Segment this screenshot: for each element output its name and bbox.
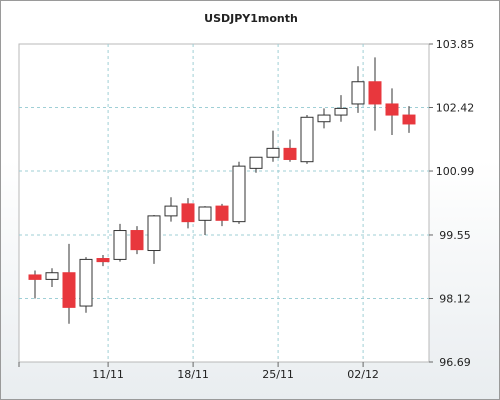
candle — [368, 57, 382, 131]
candle — [351, 66, 365, 113]
candle-body-up — [232, 165, 246, 223]
x-tick-label: 18/11 — [177, 368, 209, 381]
candle — [249, 156, 263, 173]
y-tick-label: 99.55 — [439, 229, 471, 242]
candle-body-up — [164, 205, 178, 217]
x-tick-label: 02/12 — [347, 368, 379, 381]
candle — [402, 106, 416, 133]
candle — [181, 198, 195, 229]
candle-body-down — [402, 114, 416, 125]
x-axis: 11/11 18/11 25/11 02/12 — [18, 362, 379, 381]
candle-body-up — [351, 81, 365, 105]
candle-body-up — [198, 206, 212, 221]
candle-body-down — [181, 203, 195, 223]
candle — [28, 270, 42, 299]
y-axis: 96.69 98.12 99.55 100.99 102.42 103.85 — [429, 38, 474, 369]
y-tick-label: 102.42 — [436, 102, 475, 115]
y-tick-label: 96.69 — [439, 356, 471, 369]
x-tick-label: 25/11 — [262, 368, 294, 381]
candle-body-up — [147, 215, 161, 252]
candle — [283, 139, 297, 162]
candle-body-down — [130, 230, 144, 251]
candle-body-up — [334, 107, 348, 116]
candle — [385, 88, 399, 136]
candle-body-down — [215, 205, 229, 221]
x-tick-label: 11/11 — [92, 368, 124, 381]
candle-body-up — [45, 272, 59, 280]
candle — [62, 243, 76, 324]
candle — [215, 203, 229, 227]
candle — [300, 115, 314, 164]
candle — [130, 226, 144, 255]
candle-body-down — [62, 272, 76, 308]
candle — [198, 206, 212, 235]
candle — [96, 254, 110, 267]
candle — [113, 223, 127, 262]
y-tick-label: 100.99 — [436, 165, 475, 178]
candle-body-down — [28, 274, 42, 280]
candle-body-up — [300, 116, 314, 163]
candle-body-up — [266, 147, 280, 158]
candle — [266, 130, 280, 162]
grid-lines — [19, 44, 429, 362]
candle-body-down — [283, 147, 297, 160]
y-tick-label: 98.12 — [439, 292, 471, 305]
candle-body-down — [368, 81, 382, 105]
candle-body-down — [385, 103, 399, 116]
candle — [334, 95, 348, 122]
candle — [232, 161, 246, 224]
candles — [28, 57, 416, 324]
plot-area — [18, 43, 430, 363]
candle — [147, 214, 161, 264]
candle — [79, 257, 93, 313]
candle-body-down — [96, 258, 110, 263]
y-tick-label: 103.85 — [436, 38, 475, 51]
candle-body-up — [249, 156, 263, 169]
candle-body-up — [79, 258, 93, 307]
chart-title: USDJPY1month — [204, 12, 298, 25]
candle-body-up — [113, 230, 127, 260]
candle — [317, 108, 331, 129]
candle — [164, 197, 178, 222]
candle-body-up — [317, 114, 331, 123]
candle — [45, 268, 59, 287]
